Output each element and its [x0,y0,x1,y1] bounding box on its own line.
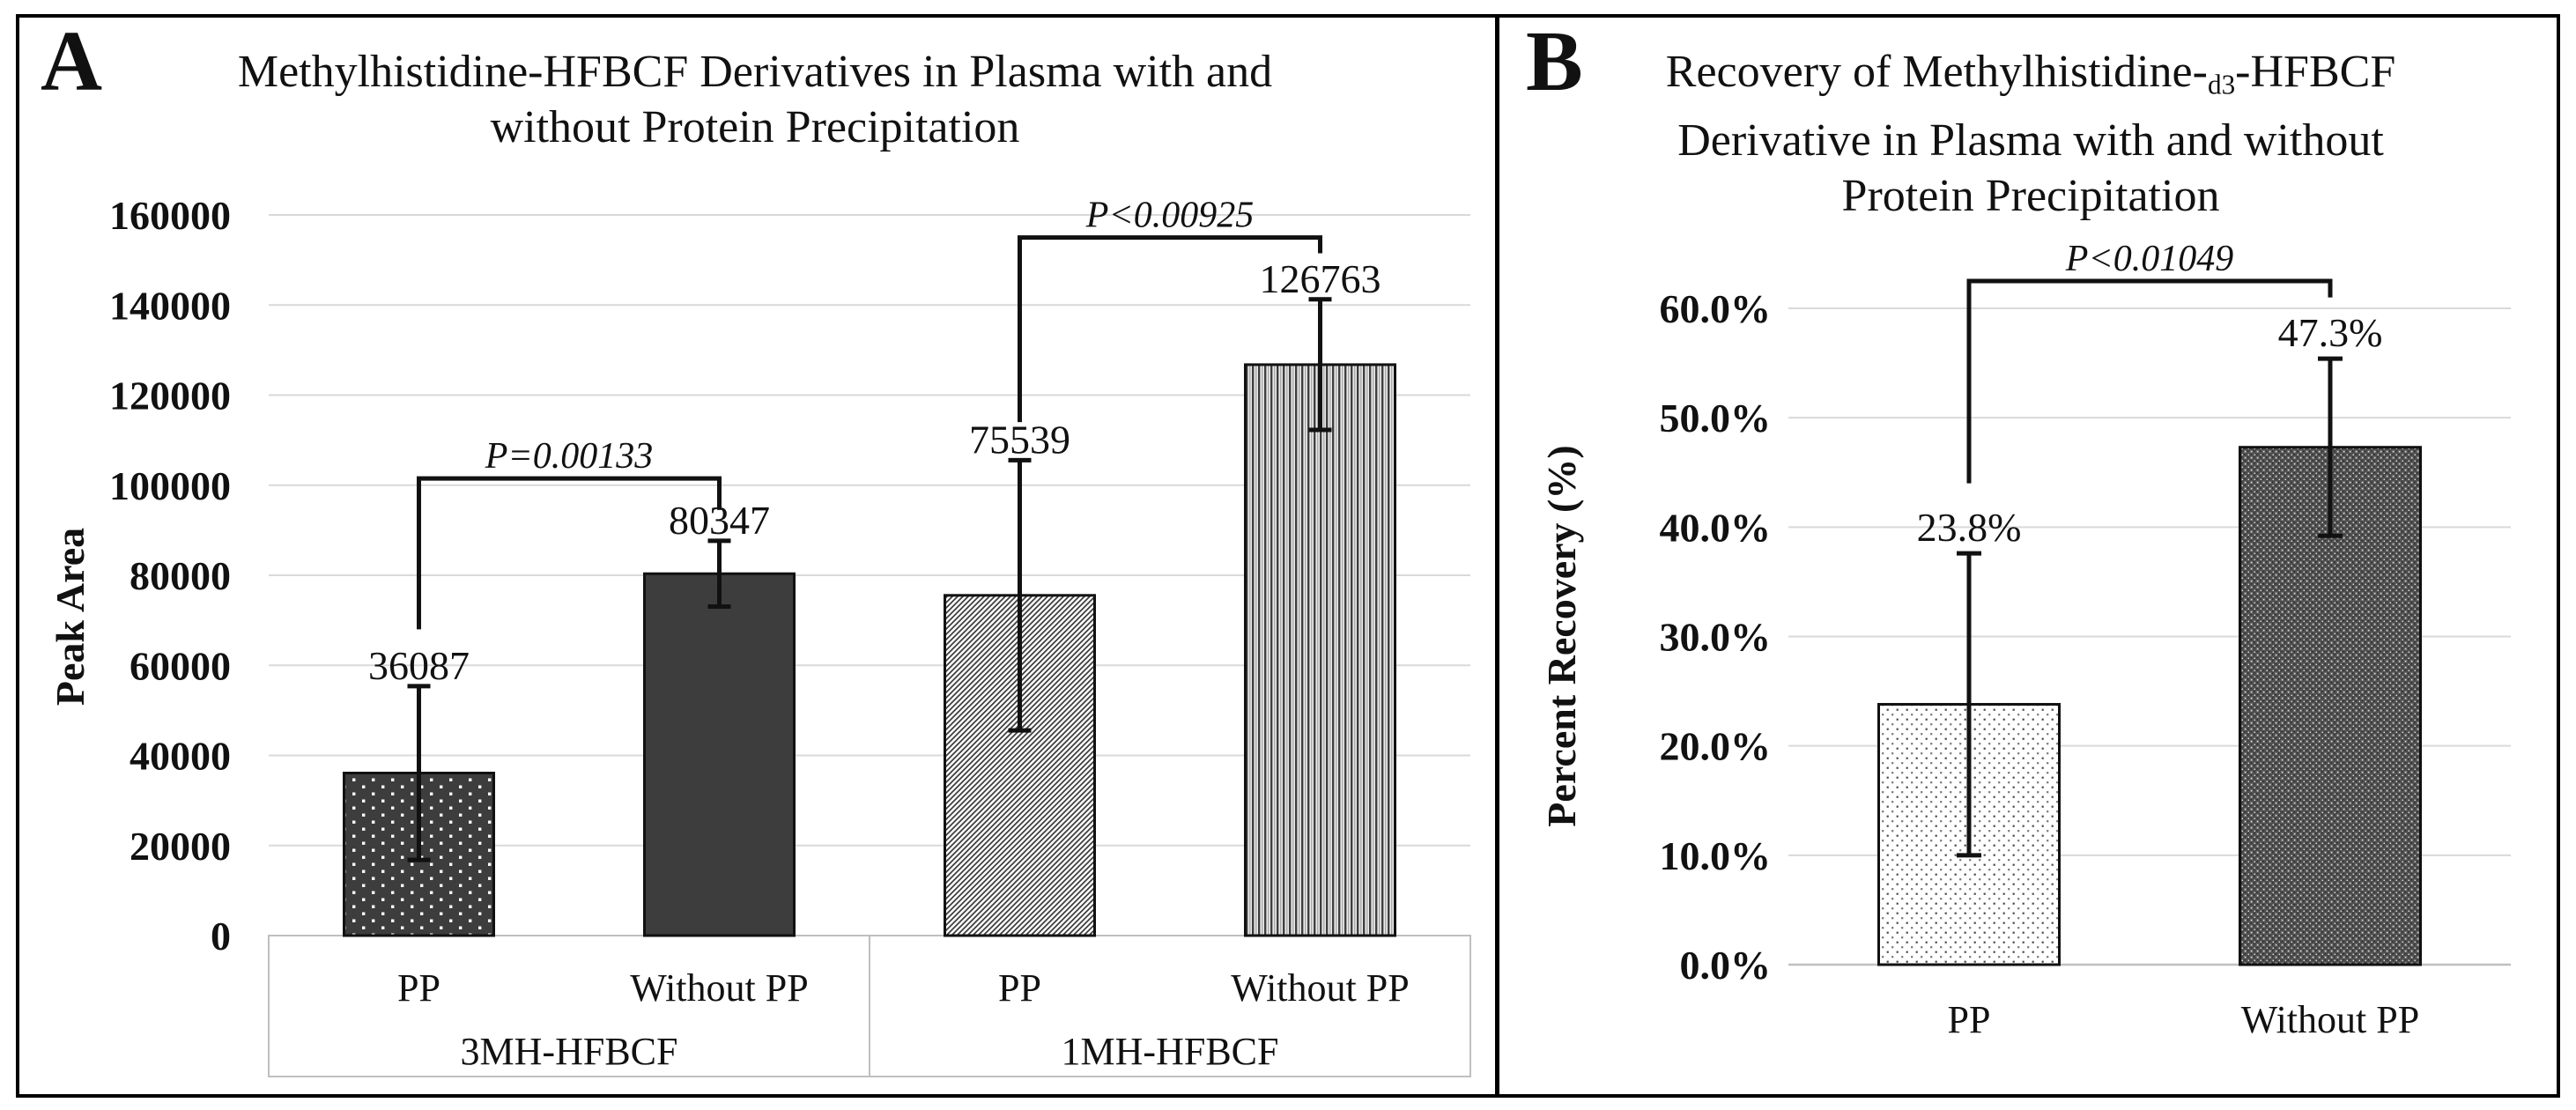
y-tick-label: 160000 [109,193,231,238]
bar [643,572,796,937]
panel-a-title-line2: without Protein Precipitation [490,102,1020,152]
category-label: Without PP [1231,966,1409,1010]
category-label: PP [998,966,1041,1010]
y-tick-label: 80000 [130,553,231,598]
figure-border [16,14,2560,1098]
y-axis-title: Peak Area [48,528,93,706]
y-tick-labels: 0 20000 40000 60000 80000 100000 120000 140000 1… [109,193,231,958]
y-tick-label: 140000 [109,283,231,328]
panel-b-letter: B [1526,14,1583,108]
panel-b-title-line1: Recovery of Methylhistidine-d3-HFBCF [1665,47,2396,100]
y-tick-label: 100000 [109,463,231,508]
y-axis-title: Percent Recovery (%) [1539,445,1584,826]
error-bar [2318,356,2343,538]
significance-label: P<0.00925 [1085,196,1255,236]
significance-annotations: P<0.01049 [1966,239,2333,484]
error-bar [407,684,431,862]
panel-divider [1495,14,1499,1098]
category-label: PP [397,966,440,1010]
error-bar [1008,457,1032,733]
y-tick-labels: 0.0% 10.0% 20.0% 30.0% 40.0% 50.0% 60.0% [1660,286,1772,988]
significance-label: P=0.00133 [485,436,654,477]
significance-bracket [417,476,722,630]
category-label: PP [1948,998,1991,1041]
category-label: Without PP [630,966,808,1010]
bar [1244,363,1396,937]
category-label: Without PP [2241,998,2419,1041]
panel-a-title-line1: Methylhistidine-HFBCF Derivatives in Pla… [237,47,1273,97]
bar-value-label: 23.8% [1917,505,2022,550]
y-tick-label: 20000 [130,824,231,869]
y-tick-label: 40000 [130,734,231,779]
y-tick-label: 50.0% [1660,396,1772,440]
significance-label: P<0.01049 [2065,239,2234,279]
y-tick-label: 10.0% [1660,833,1772,878]
bar-value-label: 47.3% [2278,310,2383,355]
panel-b-title: Recovery of Methylhistidine-d3-HFBCF Der… [1512,44,2550,224]
panel-b-chart: 0.0% 10.0% 20.0% 30.0% 40.0% 50.0% 60.0% 23.8% 4… [1539,239,2511,1041]
group-label: 3MH-HFBCF [461,1030,678,1073]
error-bar [1957,551,1981,858]
y-tick-label: 0.0% [1680,943,1772,988]
error-bar [707,538,731,610]
subscript-d3: d3 [2207,69,2236,100]
significance-bracket [1966,278,2333,484]
bars [343,363,1396,937]
y-tick-label: 30.0% [1660,615,1772,660]
significance-bracket [1018,235,1322,423]
y-tick-label: 20.0% [1660,724,1772,769]
y-tick-label: 60000 [130,643,231,688]
y-tick-label: 60.0% [1660,286,1772,331]
y-tick-label: 0 [211,914,231,958]
significance-annotations: P=0.00133 P<0.00925 [417,196,1322,630]
bar-value-labels: 23.8% 47.3% [1917,310,2383,550]
error-bars [407,297,1332,862]
bar-value-label: 36087 [368,643,470,688]
panel-a-title: Methylhistidine-HFBCF Derivatives in Pla… [28,44,1482,155]
panel-b-title-line2: Derivative in Plasma with and without [1677,115,2384,166]
bar-value-label: 75539 [969,417,1070,462]
category-table [268,935,1471,1077]
x-axis-labels: PP Without PP PP Without PP 3MH-HFBCF 1MH-HFB… [397,966,1410,1073]
x-axis-labels: PP Without PP [1948,998,2420,1041]
y-tick-label: 120000 [109,374,231,418]
panel-a-letter: A [41,14,103,108]
error-bar [1308,297,1332,433]
y-tick-label: 40.0% [1660,505,1772,550]
bar-value-label: 126763 [1260,256,1381,301]
panel-b-title-line3: Protein Precipitation [1841,170,2220,221]
group-label: 1MH-HFBCF [1062,1030,1279,1073]
panel-a-chart: 0 20000 40000 60000 80000 100000 120000 140000 1… [48,193,1471,1077]
error-bars [1957,356,2343,858]
